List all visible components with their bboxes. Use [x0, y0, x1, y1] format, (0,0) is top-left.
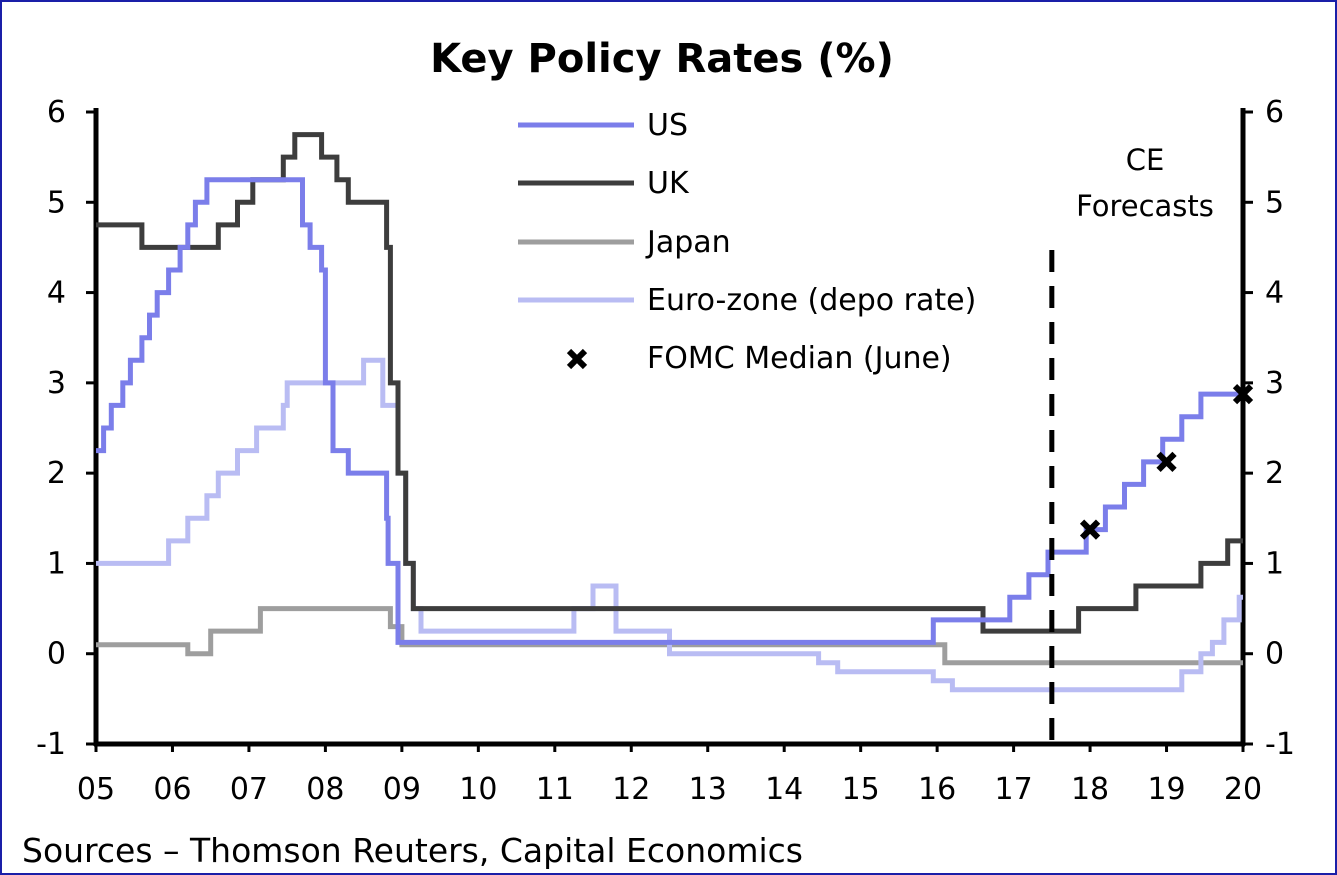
x-tick-label: 11 — [536, 772, 574, 807]
chart-title: Key Policy Rates (%) — [430, 36, 894, 82]
legend-label-uk: UK — [647, 166, 690, 201]
y-tick-label-left: 1 — [47, 546, 66, 581]
x-axis: 05 06 07 08 09 10 11 12 13 14 15 16 17 18 19 20 — [77, 744, 1262, 807]
legend: US UK Japan Euro-zone (depo rate) FOMC M… — [518, 108, 976, 376]
y-tick-label-left: 3 — [47, 366, 66, 401]
series-line-uk — [96, 132, 1243, 634]
fomc-legend-marker — [566, 348, 588, 370]
x-tick-label: 10 — [459, 772, 497, 807]
x-tick-label: 13 — [689, 772, 727, 807]
y-tick-label-left: 6 — [47, 95, 66, 130]
y-tick-label-right: 2 — [1265, 456, 1284, 491]
series-line-us — [96, 177, 1243, 645]
x-tick-label: 17 — [995, 772, 1033, 807]
fomc-marker — [1079, 519, 1101, 540]
fomc-marker — [1232, 384, 1254, 405]
x-tick-label: 08 — [306, 772, 344, 807]
y-tick-label-right: 1 — [1265, 546, 1284, 581]
y-tick-label-right: -1 — [1265, 727, 1295, 762]
legend-label-japan: Japan — [645, 225, 731, 260]
x-tick-label: 06 — [153, 772, 191, 807]
y-tick-label-right: 0 — [1265, 637, 1284, 672]
x-tick-label: 20 — [1224, 772, 1262, 807]
y-axis: -1 -1 0 0 1 1 2 2 3 3 4 4 5 5 6 6 — [36, 95, 1295, 762]
x-tick-label: 19 — [1147, 772, 1185, 807]
series-line-euro-zone-depo-rate — [96, 357, 1243, 693]
y-tick-label-right: 6 — [1265, 95, 1284, 130]
x-tick-label: 07 — [230, 772, 268, 807]
y-tick-label-right: 4 — [1265, 276, 1284, 311]
x-tick-label: 12 — [612, 772, 650, 807]
y-tick-label-left: 0 — [47, 637, 66, 672]
x-tick-label: 16 — [918, 772, 956, 807]
forecast-label-line2: Forecasts — [1076, 189, 1214, 223]
fomc-marker — [1156, 451, 1177, 472]
x-tick-label: 15 — [842, 772, 880, 807]
legend-label-us: US — [647, 108, 688, 143]
x-tick-label: 09 — [383, 772, 421, 807]
y-tick-label-left: 4 — [47, 276, 66, 311]
legend-label-fomc: FOMC Median (June) — [647, 341, 952, 376]
y-tick-label-left: -1 — [36, 727, 66, 762]
series-layer — [96, 132, 1243, 693]
x-tick-label: 05 — [77, 772, 115, 807]
legend-label-eurozone: Euro-zone (depo rate) — [647, 283, 976, 318]
fomc-markers — [1079, 384, 1254, 540]
y-tick-label-left: 2 — [47, 456, 66, 491]
y-tick-label-left: 5 — [47, 185, 66, 220]
source-note: Sources – Thomson Reuters, Capital Econo… — [22, 831, 803, 870]
y-tick-label-right: 3 — [1265, 366, 1284, 401]
legend-swatch-fomc — [566, 348, 588, 370]
x-tick-label: 14 — [765, 772, 803, 807]
x-tick-label: 18 — [1071, 772, 1109, 807]
forecast-label-line1: CE — [1126, 143, 1165, 177]
y-tick-label-right: 5 — [1265, 185, 1284, 220]
